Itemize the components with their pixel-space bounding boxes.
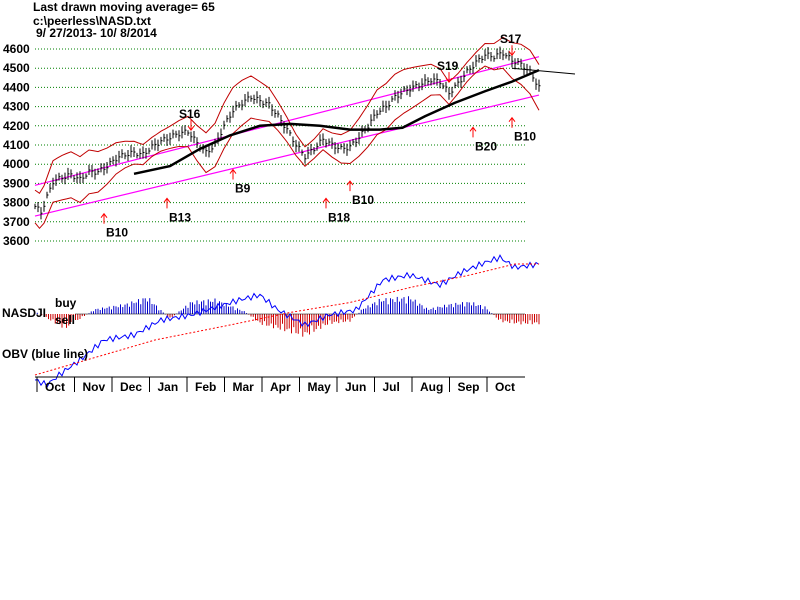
month-label: May (308, 380, 332, 394)
y-tick-label: 4000 (3, 157, 30, 171)
month-label: Dec (120, 380, 142, 394)
month-label: Apr (270, 380, 291, 394)
y-tick-label: 4100 (3, 138, 30, 152)
month-label: Jul (383, 380, 400, 394)
signal-label: S17 (500, 32, 522, 46)
signal-b20: B20 (469, 126, 497, 153)
buy-arrow (346, 180, 354, 192)
buy-arrow (163, 197, 171, 209)
signal-b18: B18 (322, 197, 350, 224)
sell-arrow (445, 72, 453, 83)
price-grid (35, 48, 525, 242)
channel-line (34, 94, 540, 217)
nasdji-indicator (34, 296, 540, 337)
buy-arrow (229, 168, 237, 180)
signal-label: B13 (169, 210, 191, 224)
moving-average-line (133, 68, 540, 176)
sell-arrow (508, 45, 516, 57)
signal-s16: S16 (179, 107, 201, 131)
y-tick-label: 3700 (3, 215, 30, 229)
upper-band (34, 36, 540, 194)
bollinger-bands (34, 36, 540, 230)
signal-b10: B10 (100, 212, 128, 240)
month-label: Nov (83, 380, 106, 394)
month-label: Aug (420, 380, 443, 394)
month-label: Feb (195, 380, 216, 394)
month-axis: Oct Nov Dec Jan Feb Mar Apr May Jun Jul Aug Sep Oct (35, 376, 525, 394)
month-label: Mar (233, 380, 255, 394)
buy-arrow (322, 197, 330, 209)
signal-b10: B10 (508, 116, 536, 144)
y-tick-label: 4600 (3, 42, 30, 56)
indicator-label: NASDJI (2, 306, 46, 320)
signal-label: S19 (437, 59, 459, 73)
channel-line (34, 56, 540, 186)
obv-moving-average (34, 263, 539, 376)
signal-label: B9 (235, 182, 251, 196)
signal-label: B10 (352, 193, 374, 207)
month-label: Jan (158, 380, 179, 394)
obv-panel (34, 254, 540, 389)
signal-label: B10 (514, 130, 536, 144)
y-tick-label: 4500 (3, 61, 30, 75)
y-tick-label: 3800 (3, 196, 30, 210)
price-axis-ticks: 4600 4500 4400 4300 4200 4100 4000 3900 3800 3700… (3, 42, 30, 248)
channel-lines (34, 56, 576, 217)
signal-b9: B9 (229, 168, 251, 196)
chart-header-line-2: c:\peerless\NASD.txt (33, 14, 152, 28)
y-tick-label: 4400 (3, 80, 30, 94)
indicator-sell-label: sell (55, 313, 75, 327)
obv-line (34, 254, 540, 389)
y-tick-label: 4200 (3, 119, 30, 133)
indicator-buy-label: buy (55, 296, 77, 310)
month-label: Jun (345, 380, 366, 394)
moving-average (133, 68, 540, 176)
sell-arrow (187, 120, 195, 131)
signal-b10: B10 (346, 180, 374, 207)
price-series (34, 46, 541, 220)
signal-s17: S17 (500, 32, 522, 57)
month-label: Oct (495, 380, 515, 394)
chart-header-line-1: Last drawn moving average= 65 (33, 0, 215, 14)
signal-label: B10 (106, 226, 128, 240)
chart-header-date-range: 9/ 27/2013- 10/ 8/2014 (36, 26, 157, 40)
signal-label: B18 (328, 210, 350, 224)
signal-label: S16 (179, 107, 201, 121)
signal-s19: S19 (437, 59, 459, 83)
y-tick-label: 4300 (3, 100, 30, 114)
month-label: Oct (45, 380, 65, 394)
y-tick-label: 3600 (3, 234, 30, 248)
signal-b13: B13 (163, 197, 191, 224)
buy-arrow (508, 116, 516, 128)
month-label: Sep (458, 380, 480, 394)
buy-arrow (100, 212, 108, 224)
obv-label: OBV (blue line) (2, 347, 88, 361)
buy-arrow (469, 126, 477, 138)
trend-line (511, 67, 576, 75)
lower-band (34, 65, 540, 230)
y-tick-label: 3900 (3, 176, 30, 190)
signal-label: B20 (475, 139, 497, 153)
